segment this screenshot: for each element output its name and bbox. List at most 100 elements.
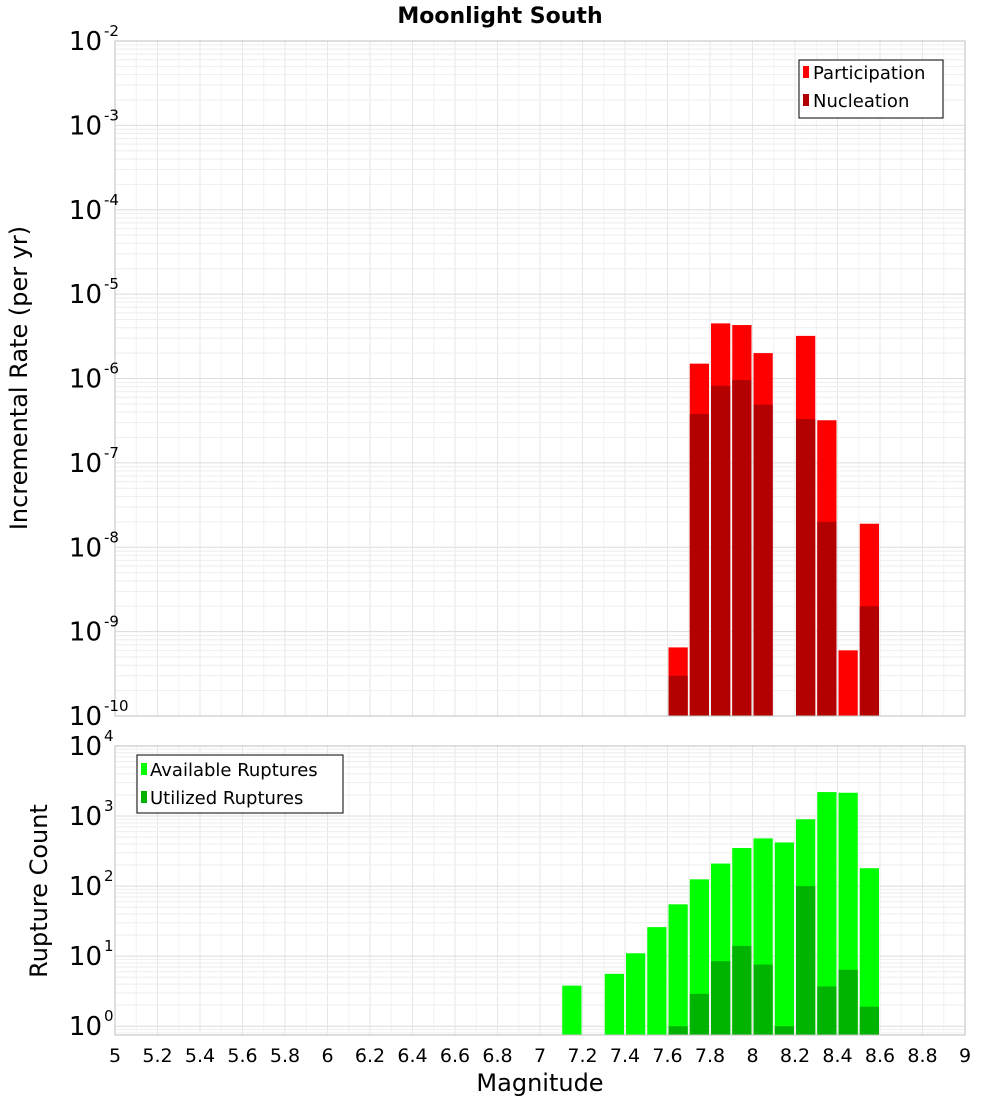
x-tick-label: 7 (534, 1045, 546, 1067)
series-utilized-ruptures (668, 886, 879, 1035)
bar (817, 792, 837, 1035)
y-tick-mantissa: 10 (69, 27, 102, 57)
bar (838, 969, 858, 1035)
y-tick-mantissa: 10 (69, 280, 102, 310)
y-tick-exponent: -9 (104, 613, 119, 631)
y-tick-mantissa: 10 (69, 365, 102, 395)
y-tick-exponent: -5 (104, 275, 119, 293)
y-tick-label: 10 2 (69, 867, 114, 902)
y-tick-exponent: -8 (104, 528, 119, 546)
bar (796, 419, 816, 716)
legend-label-utilized: Utilized Ruptures (150, 788, 303, 809)
x-tick-label: 6.8 (482, 1045, 512, 1067)
top-legend: Participation Nucleation (798, 59, 944, 119)
x-tick-label: 5.8 (270, 1045, 300, 1067)
bar (753, 964, 773, 1035)
y-tick-label: 10 -7 (69, 444, 119, 479)
y-tick-exponent: -4 (104, 191, 119, 209)
grid (115, 745, 965, 1035)
x-tick-label: 8.4 (822, 1045, 852, 1067)
bottom-legend-box (136, 754, 344, 814)
y-tick-mantissa: 10 (69, 732, 102, 762)
bar (774, 1026, 794, 1035)
x-tick-label: 5.2 (142, 1045, 172, 1067)
y-tick-exponent: -3 (104, 106, 119, 124)
legend-label-available: Available Ruptures (150, 760, 318, 781)
legend-label-nucleation: Nucleation (813, 91, 909, 112)
y-tick-exponent: 4 (104, 727, 114, 745)
y-tick-mantissa: 10 (69, 942, 102, 972)
bar (668, 904, 688, 1035)
bar (817, 986, 837, 1035)
y-tick-label: 10 -4 (69, 191, 119, 226)
top-plot: 10-210-310-410-510-610-710-810-910-10 (69, 22, 966, 732)
y-tick-label: 10 -8 (69, 528, 119, 563)
bar (796, 886, 816, 1035)
x-tick-label: 5 (109, 1045, 121, 1067)
y-tick-label: 10 -5 (69, 275, 119, 310)
y-tick-mantissa: 10 (69, 196, 102, 226)
bar (689, 993, 709, 1035)
bar (668, 675, 688, 716)
x-tick-label: 8.8 (907, 1045, 937, 1067)
x-tick-label: 6.4 (397, 1045, 427, 1067)
y-tick-exponent: -7 (104, 444, 119, 462)
y-tick-exponent: -2 (104, 22, 119, 40)
y-tick-label: 10 4 (69, 727, 114, 762)
legend-swatch-utilized (141, 791, 147, 803)
top-legend-box (798, 59, 944, 119)
plot-frame (114, 745, 966, 1036)
x-axis-label: Magnitude (476, 1069, 603, 1097)
bar (732, 945, 752, 1035)
x-tick-label: 7.2 (567, 1045, 597, 1067)
y-tick-mantissa: 10 (69, 533, 102, 563)
x-tick-label: 6.6 (440, 1045, 470, 1067)
x-tick-label: 7.6 (652, 1045, 682, 1067)
bar (732, 379, 752, 716)
chart-title: Moonlight South (397, 4, 602, 29)
x-tick-label: 5.6 (227, 1045, 257, 1067)
grid (115, 40, 965, 717)
y-tick-label: 10 0 (69, 1007, 114, 1042)
y-tick-exponent: -6 (104, 360, 119, 378)
legend-swatch-nucleation (803, 94, 809, 106)
y-tick-label: 10 -9 (69, 613, 119, 648)
x-tick-label: 7.8 (695, 1045, 725, 1067)
bar (626, 953, 646, 1035)
bar (647, 927, 667, 1035)
y-tick-exponent: 0 (104, 1007, 114, 1025)
bar (817, 521, 837, 716)
y-tick-exponent: 2 (104, 867, 114, 885)
y-tick-label: 10 -10 (69, 697, 129, 732)
bar (711, 961, 731, 1035)
y-tick-mantissa: 10 (69, 618, 102, 648)
x-tick-label: 7.4 (610, 1045, 640, 1067)
legend-swatch-available (141, 763, 147, 775)
y-tick-exponent: -10 (104, 697, 129, 715)
y-tick-mantissa: 10 (69, 111, 102, 141)
bar (859, 606, 879, 716)
bar (711, 385, 731, 716)
bar (753, 404, 773, 716)
y-tick-mantissa: 10 (69, 1012, 102, 1042)
y-tick-label: 10 3 (69, 797, 114, 832)
x-tick-label: 6.2 (355, 1045, 385, 1067)
y-tick-exponent: 1 (104, 937, 114, 955)
bar (859, 1006, 879, 1035)
plot-frame (114, 40, 966, 717)
x-tick-label: 9 (959, 1045, 971, 1067)
y-tick-label: 10 1 (69, 937, 114, 972)
bar (604, 973, 624, 1035)
y-tick-label: 10 -6 (69, 360, 119, 395)
x-tick-label: 8.2 (780, 1045, 810, 1067)
y-tick-mantissa: 10 (69, 449, 102, 479)
bottom-legend: Available Ruptures Utilized Ruptures (136, 754, 344, 814)
x-tick-label: 8.6 (865, 1045, 895, 1067)
y-tick-label: 10 -2 (69, 22, 119, 57)
bar (774, 842, 794, 1035)
y-tick-exponent: 3 (104, 797, 114, 815)
top-y-axis-label: Incremental Rate (per yr) (5, 226, 33, 530)
bar (562, 985, 582, 1035)
y-tick-mantissa: 10 (69, 802, 102, 832)
